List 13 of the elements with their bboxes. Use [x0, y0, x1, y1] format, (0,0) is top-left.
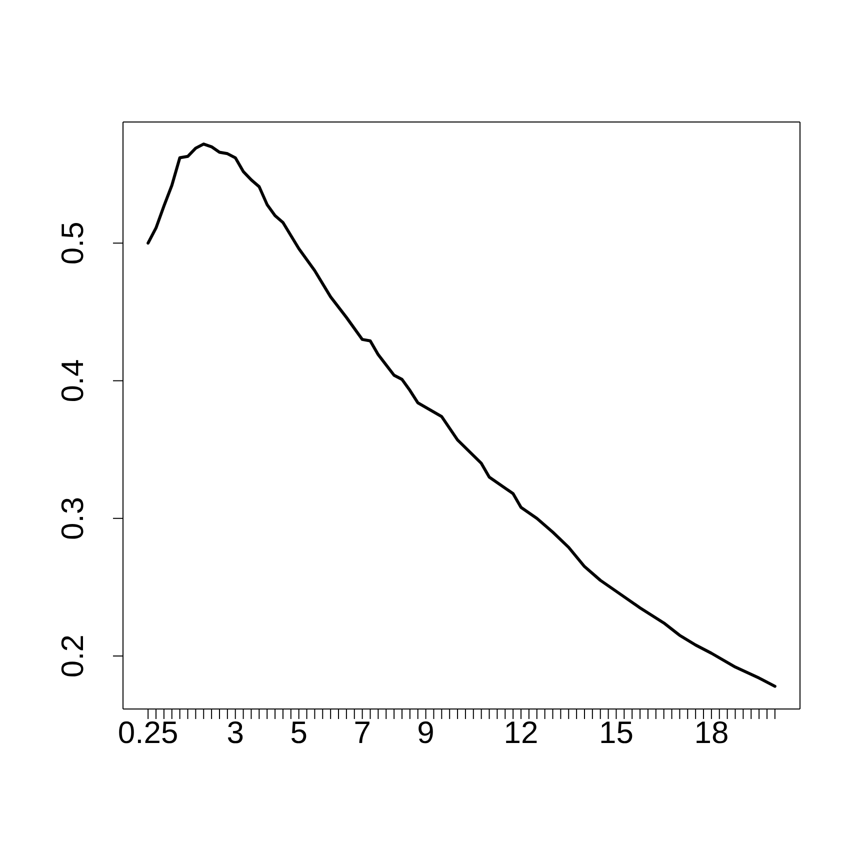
x-tick-label: 15: [598, 715, 634, 750]
y-tick-label: 0.4: [55, 359, 90, 402]
y-tick-label: 0.2: [55, 634, 90, 678]
x-tick-label: 5: [290, 715, 308, 750]
x-tick-label: 0.25: [118, 715, 178, 750]
x-tick-label: 12: [504, 715, 538, 750]
line-series: [146, 142, 776, 688]
x-tick-label: 3: [226, 715, 244, 750]
y-tick-label: 0.5: [55, 222, 90, 265]
x-tick-label: 18: [694, 715, 729, 750]
y-tick-label: 0.3: [55, 496, 90, 540]
x-tick-label: 9: [417, 715, 434, 750]
x-tick-label: 7: [354, 715, 371, 750]
